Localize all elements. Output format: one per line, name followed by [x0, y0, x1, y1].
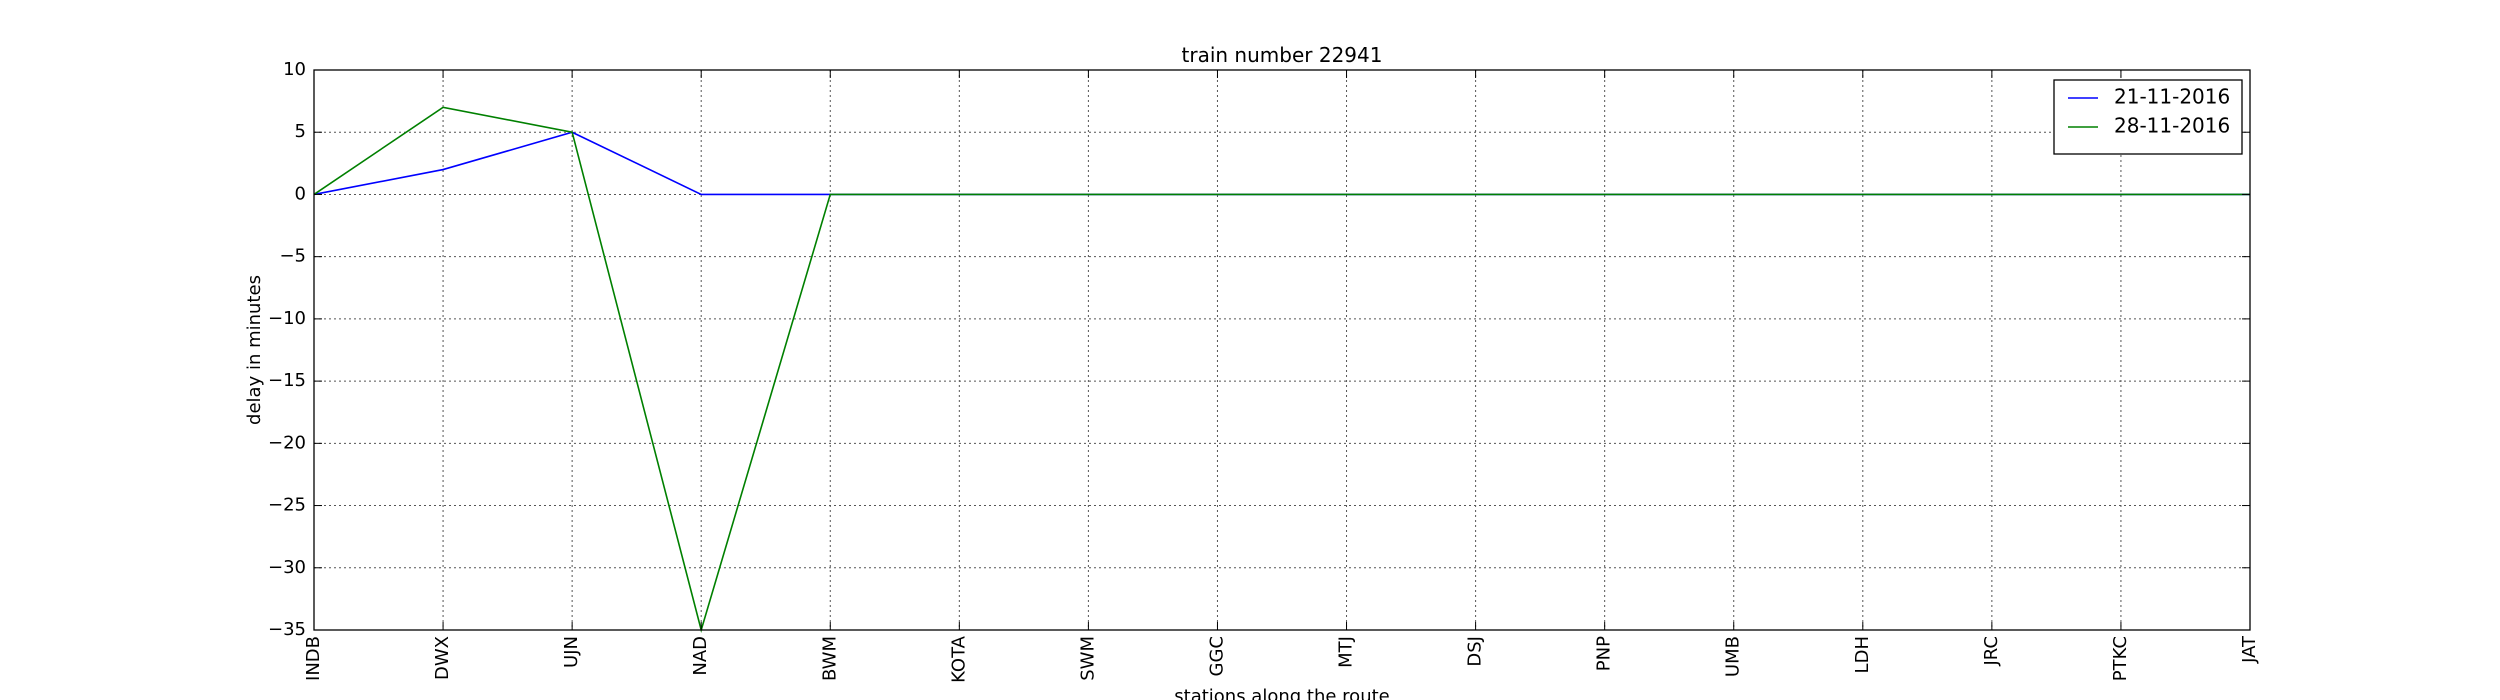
y-tick-label: −25	[268, 495, 306, 516]
x-tick-label: JAT	[2239, 635, 2260, 664]
legend: 21-11-2016 28-11-2016	[2053, 79, 2243, 155]
y-tick-label: −30	[268, 557, 306, 578]
plot-area-frame	[313, 69, 2251, 631]
x-tick-label: UJN	[561, 636, 582, 668]
y-tick-label: 0	[295, 183, 306, 204]
x-tick-label: DSJ	[1465, 636, 1486, 667]
x-tick-label: LDH	[1852, 636, 1873, 673]
legend-label: 28-11-2016	[2114, 114, 2230, 138]
x-tick-label: PTKC	[2110, 636, 2131, 681]
x-tick-label: DWX	[432, 636, 453, 680]
y-tick-label: 5	[295, 121, 306, 142]
x-tick-label: SWM	[1077, 636, 1098, 681]
legend-label: 21-11-2016	[2114, 85, 2230, 109]
x-tick-label: INDB	[303, 636, 324, 681]
y-tick-label: 10	[283, 59, 306, 80]
y-tick-label: −15	[268, 370, 306, 391]
x-tick-label: GGC	[1206, 636, 1227, 676]
x-tick-label: MTJ	[1336, 636, 1357, 668]
x-tick-label: KOTA	[948, 635, 969, 683]
series-lines	[313, 106, 2250, 633]
x-tick-label: NAD	[690, 636, 711, 676]
axis-ticks: INDB DWX UJN NAD BWM KOTA SWM GGC MTJ DSJ PNP UMB LD…	[268, 59, 2260, 683]
x-tick-label: PNP	[1594, 636, 1615, 671]
y-axis-label: delay in minutes	[244, 275, 265, 425]
x-axis-label: stations along the route	[1174, 686, 1389, 700]
legend-box	[2053, 79, 2243, 155]
series-line-28-11-2016	[313, 106, 2250, 633]
y-tick-label: −10	[268, 308, 306, 329]
x-tick-label: UMB	[1723, 636, 1744, 677]
y-tick-label: −35	[268, 619, 306, 640]
x-tick-label: JRC	[1981, 636, 2002, 667]
x-tick-label: BWM	[819, 636, 840, 681]
y-tick-label: −20	[268, 432, 306, 453]
chart-title: train number 22941	[1182, 43, 1383, 67]
y-tick-label: −5	[279, 246, 306, 267]
